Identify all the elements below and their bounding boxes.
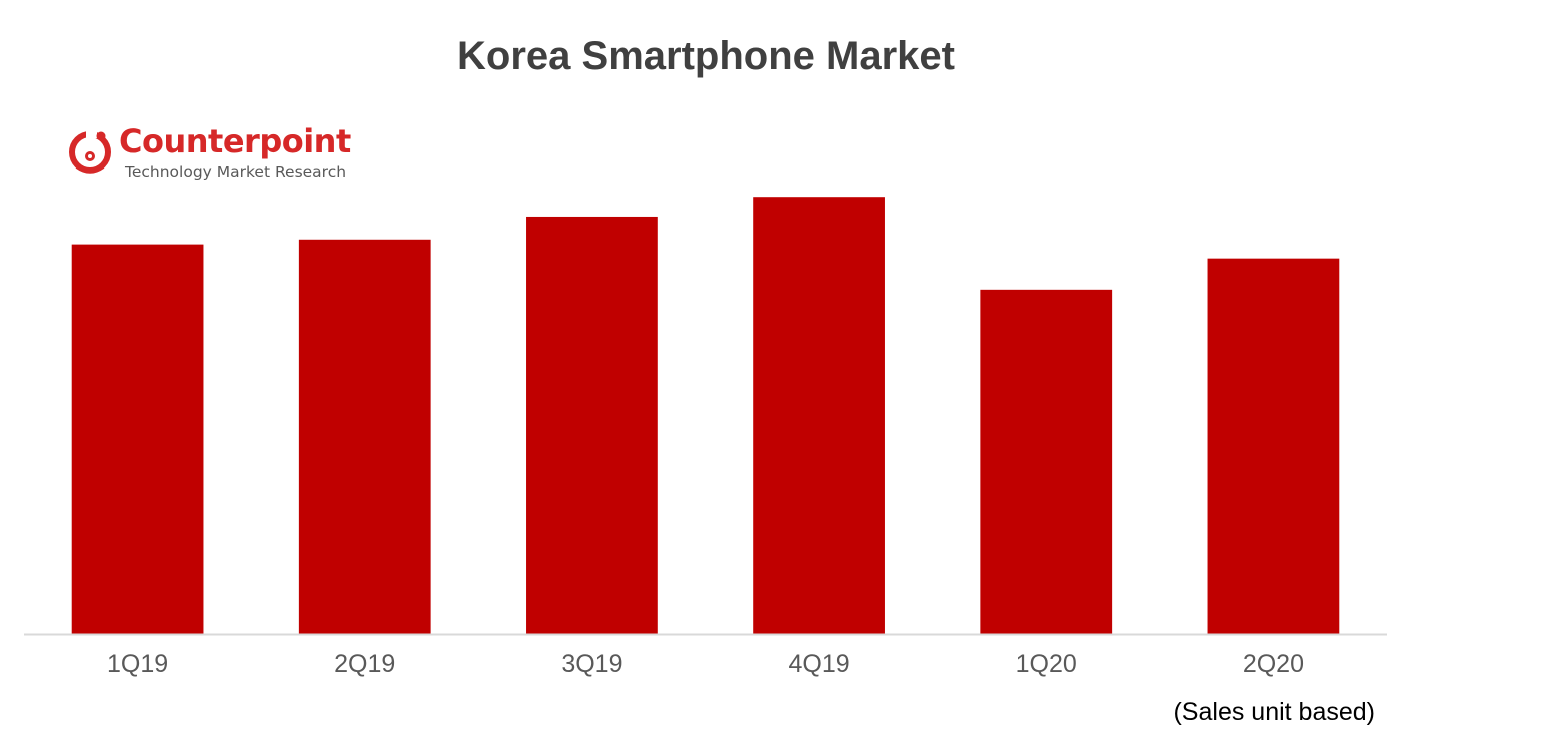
x-tick-label: 4Q19: [788, 650, 849, 678]
bar-3Q19: [526, 216, 658, 634]
counterpoint-logo-icon: [69, 128, 111, 174]
x-tick-label: 2Q19: [334, 650, 395, 678]
chart-note: (Sales unit based): [1173, 698, 1375, 726]
x-tick-label: 2Q20: [1243, 650, 1304, 678]
logo-wordmark: Counterpoint: [119, 122, 351, 160]
bar-2Q19: [298, 239, 431, 634]
logo-tagline: Technology Market Research: [125, 163, 347, 181]
bar-1Q20: [980, 289, 1113, 634]
x-tick-label: 3Q19: [561, 650, 622, 678]
bar-1Q19: [71, 244, 204, 634]
bar-4Q19: [753, 197, 885, 634]
x-tick-label: 1Q19: [107, 650, 168, 678]
x-tick-label: 1Q20: [1016, 650, 1077, 678]
bar-2Q20: [1207, 258, 1340, 634]
chart-title: Korea Smartphone Market: [457, 34, 955, 78]
brand-logo: Counterpoint Technology Market Research: [68, 122, 368, 184]
